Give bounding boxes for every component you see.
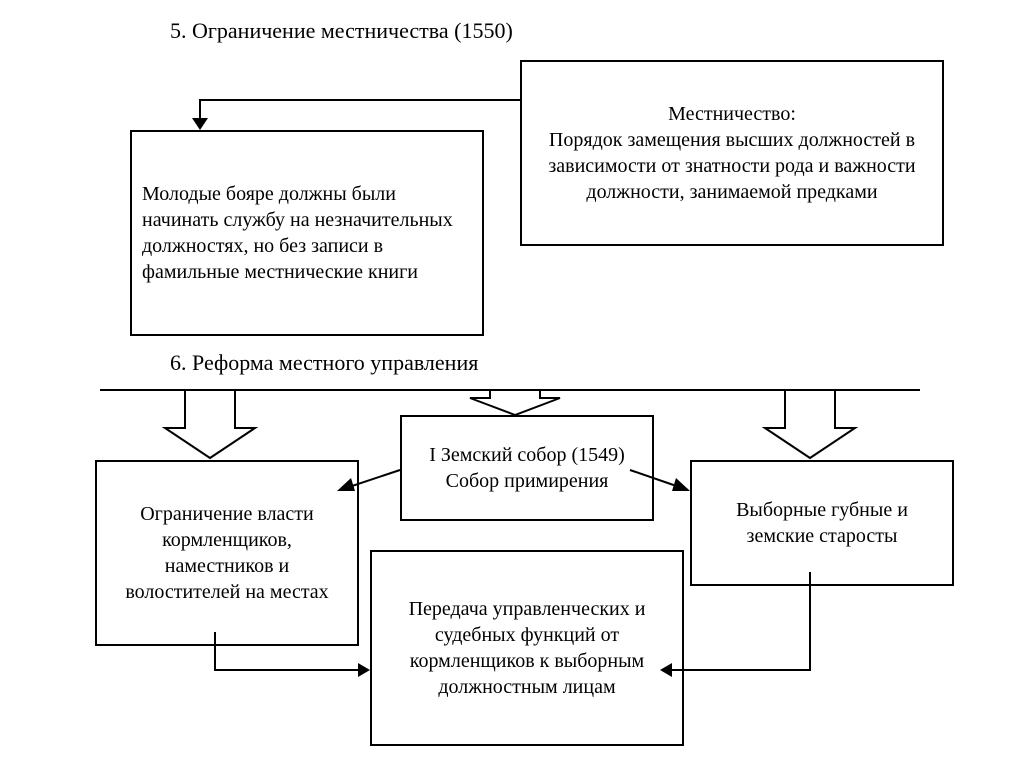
diagram-page: 5. Ограничение местничества (1550) Местн… — [0, 0, 1024, 767]
section6-right-to-bottom — [0, 0, 1024, 767]
